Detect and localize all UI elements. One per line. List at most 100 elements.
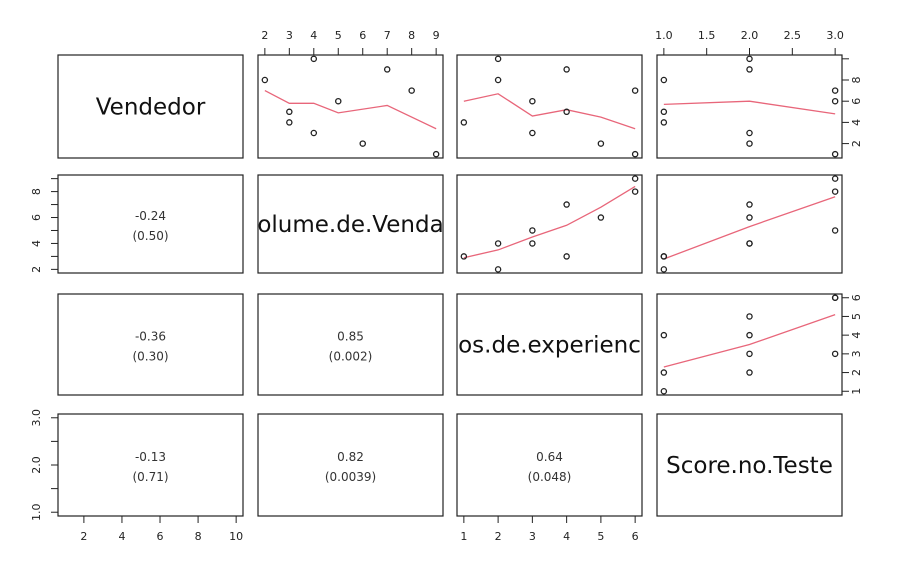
data-point: [597, 140, 605, 147]
correlation-value: 0.85: [337, 330, 364, 344]
tick-label: 3.0: [826, 29, 844, 42]
data-point: [563, 253, 570, 260]
data-point: [286, 119, 293, 126]
tick-label: 1.0: [655, 29, 673, 42]
data-point: [286, 108, 293, 116]
tick-label: 2.5: [784, 29, 802, 42]
panel-frame: [257, 293, 444, 396]
data-point: [494, 76, 502, 84]
smooth-line: [663, 196, 836, 260]
data-point: [529, 227, 536, 234]
tick-label: 5: [850, 313, 863, 320]
tick-label: 4: [563, 530, 570, 543]
correlation-value: 0.64: [536, 450, 563, 464]
tick-label: 1: [460, 530, 467, 543]
panel-frame: [57, 293, 244, 396]
panel-frame: [656, 54, 843, 159]
data-point: [746, 214, 753, 221]
correlation-p-value: (0.002): [329, 350, 373, 364]
panel-frame: [57, 174, 244, 274]
data-point: [432, 150, 440, 158]
data-point: [494, 240, 502, 247]
panel-frame: [257, 413, 444, 517]
data-point: [746, 331, 753, 339]
data-point: [631, 188, 639, 195]
tick-label: 6: [850, 294, 863, 301]
data-point: [460, 119, 468, 126]
data-point: [460, 253, 468, 260]
panel-frame: [456, 174, 643, 274]
diagonal-label: Vendedor: [96, 95, 206, 121]
data-point: [494, 55, 502, 63]
data-point: [831, 294, 839, 301]
tick-label: 3: [286, 29, 293, 42]
data-point: [746, 129, 753, 137]
data-point: [529, 129, 536, 137]
smooth-line: [463, 185, 636, 259]
data-point: [563, 108, 570, 116]
data-point: [529, 97, 536, 105]
tick-label: 2: [850, 369, 863, 376]
tick-label: 8: [195, 530, 202, 543]
data-point: [494, 266, 502, 273]
tick-label: 6: [359, 29, 366, 42]
data-point: [831, 175, 839, 182]
tick-label: 4: [310, 29, 317, 42]
tick-label: 6: [632, 530, 639, 543]
correlation-p-value: (0.50): [132, 229, 168, 243]
correlation-p-value: (0.048): [528, 470, 572, 484]
tick-label: 9: [433, 29, 440, 42]
data-point: [660, 331, 668, 339]
tick-label: 4: [850, 119, 863, 126]
data-point: [746, 369, 753, 376]
tick-label: 6: [850, 98, 863, 105]
data-point: [529, 240, 536, 247]
data-point: [660, 369, 668, 376]
data-point: [261, 76, 269, 84]
data-point: [563, 66, 570, 73]
data-point: [831, 97, 839, 105]
panel-frame: [257, 174, 444, 274]
tick-label: 1.5: [698, 29, 716, 42]
tick-label: 8: [850, 77, 863, 84]
panel-frame: [257, 54, 444, 159]
data-point: [310, 129, 318, 137]
tick-label: 5: [597, 530, 604, 543]
tick-label: 8: [30, 188, 43, 195]
tick-label: 7: [384, 29, 391, 42]
data-point: [746, 350, 753, 358]
data-point: [660, 108, 668, 116]
data-point: [746, 240, 753, 247]
data-point: [660, 76, 668, 84]
diagonal-label: olume.de.Venda: [257, 212, 443, 238]
smooth-line: [463, 93, 636, 130]
data-point: [660, 119, 668, 126]
data-point: [660, 388, 668, 395]
data-point: [631, 150, 639, 158]
tick-label: 8: [408, 29, 415, 42]
tick-label: 3.0: [30, 409, 43, 427]
tick-label: 3: [529, 530, 536, 543]
correlation-p-value: (0.71): [132, 470, 168, 484]
data-point: [660, 253, 668, 260]
correlation-p-value: (0.0039): [325, 470, 376, 484]
tick-label: 6: [157, 530, 164, 543]
tick-label: 2: [495, 530, 502, 543]
data-point: [746, 313, 753, 320]
tick-label: 10: [229, 530, 243, 543]
panel-frame: [456, 54, 643, 159]
data-point: [631, 175, 639, 182]
tick-label: 2: [30, 266, 43, 273]
smooth-line: [663, 100, 836, 115]
tick-label: 2: [850, 140, 863, 147]
panel-frame: [656, 293, 843, 396]
panel-frame: [656, 413, 843, 517]
tick-label: 6: [30, 214, 43, 221]
tick-label: 4: [850, 332, 863, 339]
data-point: [408, 87, 415, 94]
diagonal-label: os.de.experienc: [458, 333, 641, 359]
panel-frame: [57, 413, 244, 517]
tick-label: 4: [118, 530, 125, 543]
tick-label: 2: [261, 29, 268, 42]
